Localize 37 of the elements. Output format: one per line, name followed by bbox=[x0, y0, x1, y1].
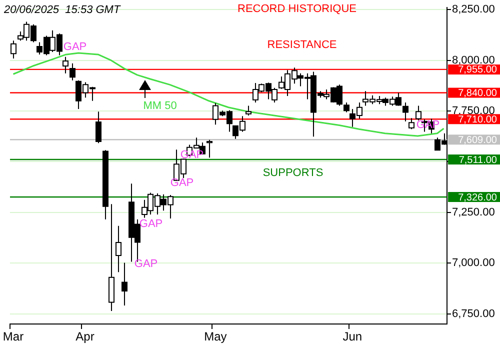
annotation: GAP bbox=[134, 258, 158, 270]
ref-line-label: 7,710.00 bbox=[458, 114, 498, 126]
annotation: GAP bbox=[139, 218, 163, 230]
candlestick bbox=[116, 225, 122, 273]
candlestick bbox=[402, 102, 408, 122]
ref-line-label: 7,840.00 bbox=[458, 88, 498, 100]
ref-line-label: 7,326.00 bbox=[458, 192, 498, 204]
x-tick-label: Jun bbox=[342, 330, 362, 344]
y-tick-label: 7,250.00 bbox=[452, 206, 495, 218]
annotation: SUPPORTS bbox=[262, 167, 324, 180]
candlestick bbox=[10, 40, 16, 60]
y-tick-label: 8,000.00 bbox=[452, 54, 495, 66]
annotation: GAP bbox=[63, 41, 87, 54]
candlestick bbox=[246, 105, 252, 116]
x-tick-label: May bbox=[204, 330, 227, 344]
y-tick-label: 8,250.00 bbox=[452, 4, 495, 16]
y-tick-label: 6,750.00 bbox=[452, 308, 495, 320]
ref-line-label: 7,511.00 bbox=[458, 154, 498, 166]
candlestick bbox=[62, 56, 68, 74]
candlestick bbox=[344, 102, 350, 113]
candlestick bbox=[408, 118, 414, 130]
annotation: GAP bbox=[180, 149, 204, 162]
y-tick-label: 7,000.00 bbox=[452, 257, 495, 270]
annotation: GAP bbox=[170, 177, 194, 190]
candlestick bbox=[96, 111, 102, 144]
annotation: 20/06/2025 15:53 GMT bbox=[3, 4, 122, 16]
x-tick-label: Mar bbox=[2, 330, 24, 344]
candlestick bbox=[70, 62, 76, 81]
candlestick bbox=[416, 105, 422, 121]
annotation: RESISTANCE bbox=[267, 39, 337, 52]
series-label: MM 50 bbox=[143, 100, 177, 112]
candlestick bbox=[206, 139, 212, 158]
ref-line-label: 7,609.00 bbox=[458, 134, 498, 146]
candlestick bbox=[122, 262, 128, 306]
annotation: RECORD HISTORIQUE bbox=[238, 3, 356, 16]
ref-line-label: 7,955.00 bbox=[458, 64, 498, 76]
x-tick-label: Apr bbox=[76, 330, 94, 344]
